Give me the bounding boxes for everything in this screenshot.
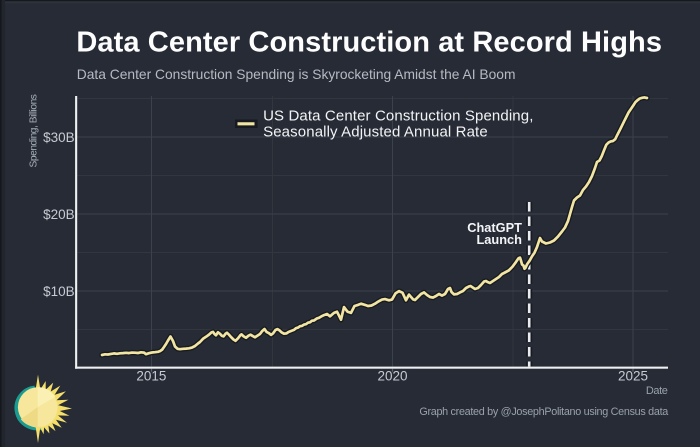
svg-text:Seasonally Adjusted Annual Rat: Seasonally Adjusted Annual Rate xyxy=(263,124,488,141)
svg-text:$30B: $30B xyxy=(43,130,75,145)
svg-text:US Data Center Construction Sp: US Data Center Construction Spending, xyxy=(263,108,533,125)
svg-text:Launch: Launch xyxy=(476,232,522,247)
svg-text:Data Center Construction at Re: Data Center Construction at Record Highs xyxy=(76,27,662,59)
svg-text:Spending, Billions: Spending, Billions xyxy=(29,94,40,167)
svg-text:$10B: $10B xyxy=(43,284,75,299)
svg-text:$20B: $20B xyxy=(43,207,75,222)
svg-text:Data Center Construction Spend: Data Center Construction Spending is Sky… xyxy=(77,67,516,82)
svg-text:Graph created by @JosephPolita: Graph created by @JosephPolitano using C… xyxy=(419,406,668,418)
svg-text:ChatGPT: ChatGPT xyxy=(467,220,522,235)
svg-text:2015: 2015 xyxy=(136,368,166,383)
svg-text:2025: 2025 xyxy=(618,368,648,383)
svg-text:2020: 2020 xyxy=(377,368,407,383)
svg-text:Date: Date xyxy=(646,385,668,397)
